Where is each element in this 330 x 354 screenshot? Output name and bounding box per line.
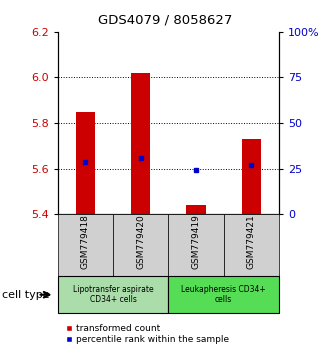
Bar [131, 73, 150, 214]
Bar [113, 214, 168, 276]
Bar [242, 139, 261, 214]
Text: Leukapheresis CD34+
cells: Leukapheresis CD34+ cells [181, 285, 266, 304]
Text: Lipotransfer aspirate
CD34+ cells: Lipotransfer aspirate CD34+ cells [73, 285, 153, 304]
Bar [224, 214, 279, 276]
Bar [168, 276, 279, 313]
Text: GSM779421: GSM779421 [247, 215, 256, 269]
Legend: transformed count, percentile rank within the sample: transformed count, percentile rank withi… [62, 320, 233, 348]
Bar [58, 214, 113, 276]
Text: cell type: cell type [2, 290, 49, 300]
Bar [168, 214, 224, 276]
Bar [186, 205, 206, 214]
Text: GSM779419: GSM779419 [191, 215, 200, 269]
Text: GDS4079 / 8058627: GDS4079 / 8058627 [98, 13, 232, 27]
Bar [76, 112, 95, 214]
Bar [58, 276, 168, 313]
Text: GSM779420: GSM779420 [136, 215, 145, 269]
Text: GSM779418: GSM779418 [81, 215, 90, 269]
